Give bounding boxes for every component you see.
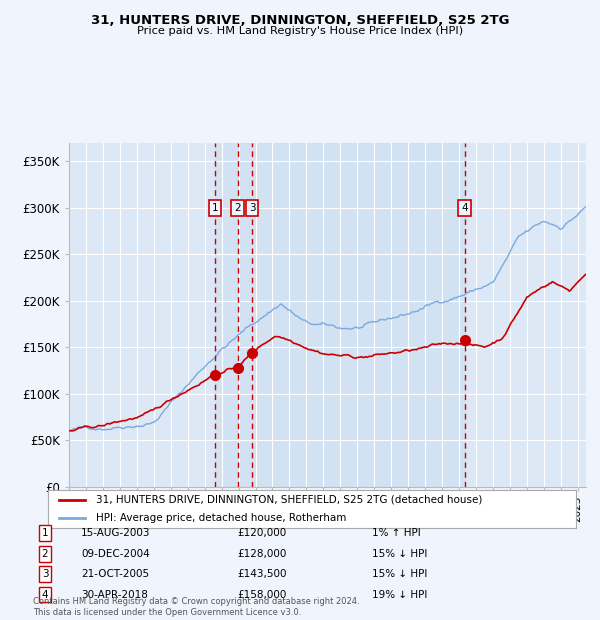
Text: HPI: Average price, detached house, Rotherham: HPI: Average price, detached house, Roth… xyxy=(95,513,346,523)
Text: 15% ↓ HPI: 15% ↓ HPI xyxy=(372,569,427,579)
Text: 2: 2 xyxy=(234,203,241,213)
Text: 4: 4 xyxy=(461,203,468,213)
Text: Contains HM Land Registry data © Crown copyright and database right 2024.
This d: Contains HM Land Registry data © Crown c… xyxy=(33,598,359,617)
Text: 2: 2 xyxy=(41,549,49,559)
Text: 3: 3 xyxy=(41,569,49,579)
Text: £128,000: £128,000 xyxy=(237,549,286,559)
Text: £158,000: £158,000 xyxy=(237,590,286,600)
Text: 4: 4 xyxy=(41,590,49,600)
Text: 1: 1 xyxy=(212,203,218,213)
Bar xyxy=(215,143,464,487)
Text: 15-AUG-2003: 15-AUG-2003 xyxy=(81,528,151,538)
Text: 09-DEC-2004: 09-DEC-2004 xyxy=(81,549,150,559)
Text: 15% ↓ HPI: 15% ↓ HPI xyxy=(372,549,427,559)
Text: £120,000: £120,000 xyxy=(237,528,286,538)
Text: 3: 3 xyxy=(249,203,256,213)
Text: 19% ↓ HPI: 19% ↓ HPI xyxy=(372,590,427,600)
Text: Price paid vs. HM Land Registry's House Price Index (HPI): Price paid vs. HM Land Registry's House … xyxy=(137,26,463,36)
Text: 1: 1 xyxy=(41,528,49,538)
Text: 30-APR-2018: 30-APR-2018 xyxy=(81,590,148,600)
Text: 21-OCT-2005: 21-OCT-2005 xyxy=(81,569,149,579)
Text: 31, HUNTERS DRIVE, DINNINGTON, SHEFFIELD, S25 2TG: 31, HUNTERS DRIVE, DINNINGTON, SHEFFIELD… xyxy=(91,14,509,27)
Text: 1% ↑ HPI: 1% ↑ HPI xyxy=(372,528,421,538)
Text: 31, HUNTERS DRIVE, DINNINGTON, SHEFFIELD, S25 2TG (detached house): 31, HUNTERS DRIVE, DINNINGTON, SHEFFIELD… xyxy=(95,495,482,505)
Text: £143,500: £143,500 xyxy=(237,569,287,579)
